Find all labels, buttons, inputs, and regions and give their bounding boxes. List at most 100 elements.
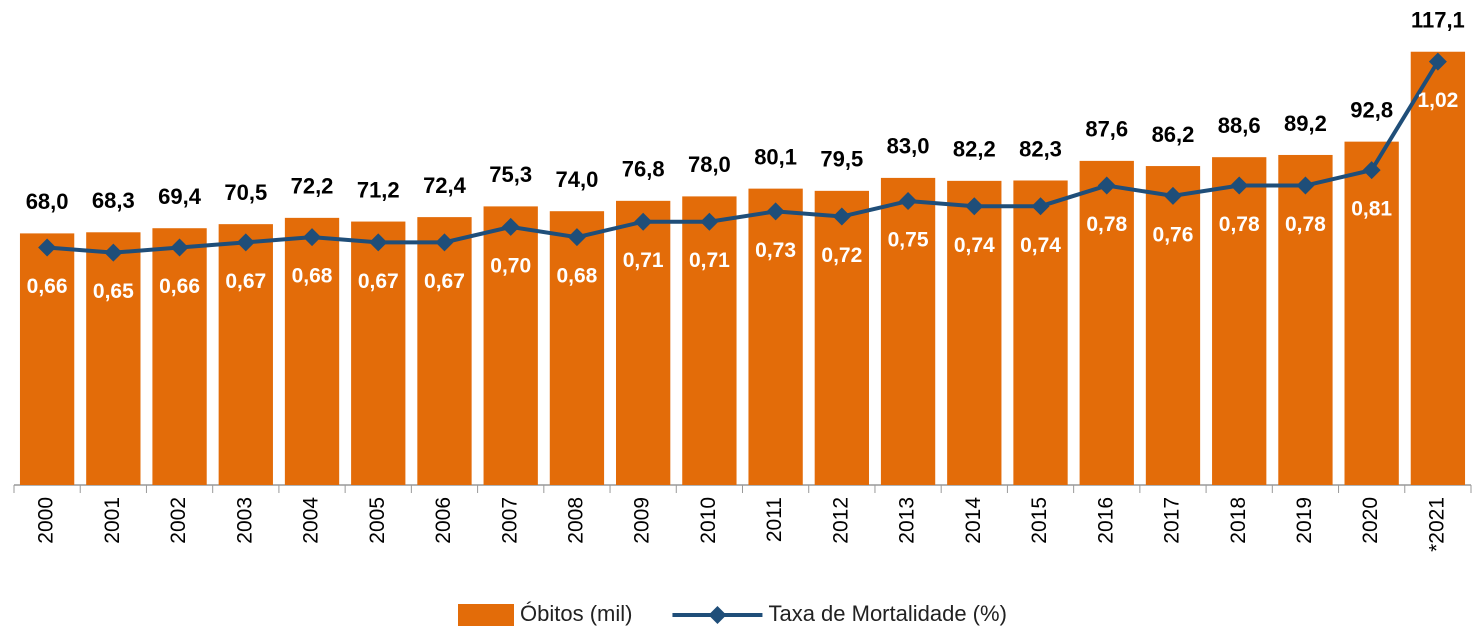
bar [1013,180,1068,486]
bar [19,233,75,485]
x-tick-label: 2008 [564,497,587,544]
bar-value-label: 70,5 [224,180,267,205]
bar-value-label: 87,6 [1085,117,1128,142]
line-value-label: 0,67 [225,270,266,293]
bar-value-label: 82,3 [1019,136,1062,161]
legend-swatch [458,604,514,626]
x-tick-label: 2019 [1293,497,1316,544]
line-marker [634,212,653,231]
bar [1079,160,1134,485]
legend-marker [708,606,727,624]
line-marker [1362,161,1381,180]
line-value-label: 0,68 [556,265,597,288]
line-marker [1097,176,1116,195]
line-marker [1031,197,1050,216]
bar-value-label: 71,2 [357,177,400,202]
line-value-label: 0,66 [159,275,200,298]
bar-value-label: 68,0 [26,189,69,214]
line-value-label: 0,68 [292,265,333,288]
bar-value-label: 80,1 [754,144,797,169]
bar [152,228,207,485]
bar [1410,51,1466,485]
legend-label: Óbitos (mil) [520,601,632,626]
line-value-label: 0,78 [1285,213,1326,236]
line-marker [965,197,984,216]
line-marker [567,228,586,247]
x-tick-label: 2006 [432,497,455,544]
line-marker [1163,186,1182,205]
bar [417,217,472,485]
line-marker [832,207,851,226]
x-tick-label: 2007 [498,497,521,544]
line-value-label: 0,70 [490,254,531,277]
bar [1212,157,1267,485]
x-tick-label: 2010 [697,497,720,544]
line-marker [1296,176,1315,195]
x-tick-label: 2020 [1359,497,1382,544]
line-value-label: 0,65 [93,280,134,303]
line-marker [236,233,255,252]
bar [483,206,538,485]
bar [549,211,605,485]
line-value-label: 0,67 [424,270,465,293]
bar-value-label: 88,6 [1218,113,1261,138]
line-value-label: 0,73 [755,239,796,262]
x-tick-label: 2000 [35,497,58,544]
x-tick-label: 2018 [1227,497,1250,544]
line-value-label: 1,02 [1417,89,1458,112]
bar [1145,166,1201,485]
x-tick-label: 2011 [763,497,786,542]
bar [1344,141,1399,485]
bar [748,188,803,485]
line-marker [899,192,918,211]
line-marker [170,238,189,257]
bar [351,221,406,485]
line-marker [766,202,785,221]
line-marker [1428,52,1447,71]
x-tick-label: *2021 [1425,497,1448,552]
bar-value-label: 92,8 [1350,97,1393,122]
bar-value-label: 72,2 [291,174,334,199]
x-tick-label: 2015 [1028,497,1051,544]
bar [947,180,1002,486]
line-value-label: 0,66 [27,275,68,298]
bar-value-label: 117,1 [1411,8,1465,33]
x-tick-label: 2014 [962,497,985,544]
line-value-label: 0,74 [1020,234,1061,257]
bar-value-label: 69,4 [158,184,202,209]
line-marker [501,217,520,236]
line-marker [303,228,322,247]
bar-value-label: 74,0 [556,167,599,192]
bar [682,196,737,485]
line-value-label: 0,67 [358,270,399,293]
bar-value-label: 83,0 [887,134,930,159]
line-marker [369,233,388,252]
bar [1278,154,1333,485]
bar [880,177,936,485]
bar [218,224,273,485]
x-tick-label: 2009 [631,497,654,544]
x-tick-label: 2001 [101,497,124,544]
line-marker [38,238,57,257]
bar-value-label: 89,2 [1284,111,1327,136]
line-value-label: 0,74 [954,234,995,257]
bar-value-label: 78,0 [688,152,731,177]
line-marker [104,243,123,262]
bar [616,200,671,485]
line-value-label: 0,78 [1219,213,1260,236]
x-tick-label: 2016 [1094,497,1117,544]
x-tick-label: 2002 [167,497,190,544]
bar-value-label: 72,4 [423,173,467,198]
bar-value-label: 76,8 [622,157,665,182]
line-value-label: 0,71 [689,249,730,272]
x-tick-label: 2004 [300,497,323,544]
bar-value-label: 86,2 [1152,122,1195,147]
line-value-label: 0,78 [1086,213,1127,236]
line-value-label: 0,76 [1153,223,1194,246]
bar-value-label: 79,5 [820,147,863,172]
bar-value-label: 75,3 [489,162,532,187]
bar [284,217,340,486]
bar-value-label: 68,3 [92,188,135,213]
bar [86,232,141,485]
